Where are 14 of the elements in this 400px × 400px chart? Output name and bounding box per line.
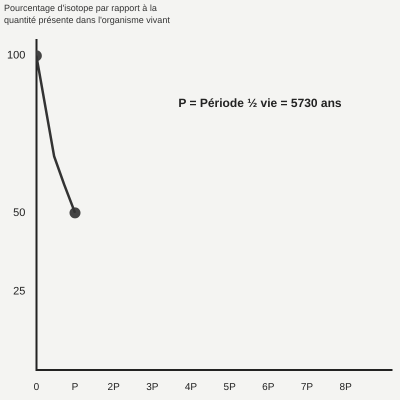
x-tick-label: 5P [224,382,236,393]
annotation: P = Période ½ vie = 5730 ans [178,96,342,110]
y-tick-label: 50 [13,206,26,219]
y-axis-title: Pourcentage d'isotope par rapport à la quantité présente dans l'organisme vivant [4,2,171,26]
x-tick-label: 3P [146,382,159,393]
x-tick-label: 6P [262,382,275,393]
y-tick-label: 100 [6,50,26,62]
y-tick-label: 25 [13,285,26,298]
x-tick-label: 7P [300,382,314,393]
x-tick-label: 2P [108,382,120,393]
x-tick-label: 0 [34,382,40,393]
x-tick-label: 4P [184,382,198,393]
x-tick-label: 8P [339,382,352,393]
x-tick-label: P [72,382,79,393]
